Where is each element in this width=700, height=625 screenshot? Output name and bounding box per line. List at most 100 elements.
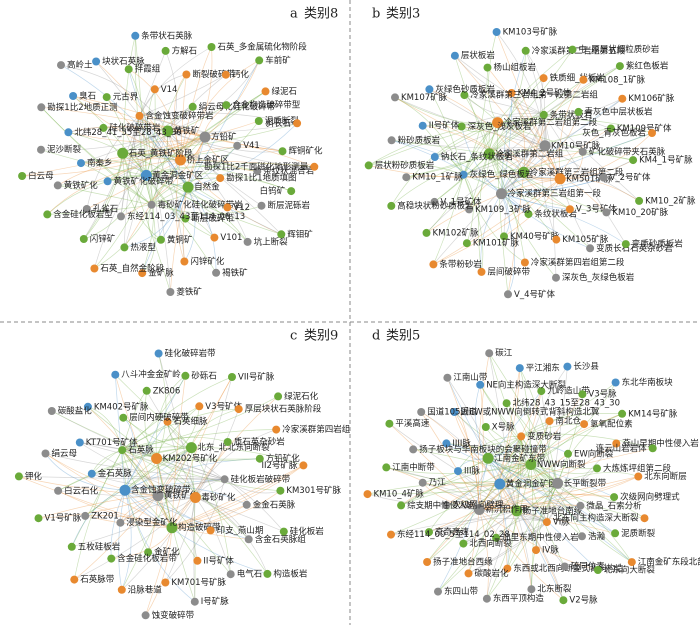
edge bbox=[151, 204, 262, 215]
node-label: ZK806 bbox=[153, 386, 181, 396]
edge bbox=[489, 50, 527, 155]
edge bbox=[151, 204, 215, 238]
edge bbox=[167, 60, 260, 132]
edge bbox=[18, 476, 225, 480]
node bbox=[182, 70, 191, 79]
edge bbox=[171, 441, 229, 528]
node-label: 条纹状板岩 bbox=[535, 209, 578, 220]
edge bbox=[503, 145, 546, 237]
edge bbox=[139, 115, 189, 188]
edge bbox=[87, 406, 123, 451]
node bbox=[552, 477, 564, 489]
edge bbox=[523, 114, 545, 173]
node-label: 闪锌矿化 bbox=[190, 256, 225, 267]
edge bbox=[501, 177, 604, 195]
edge bbox=[367, 482, 558, 495]
node bbox=[43, 210, 52, 219]
node-label: 黄铁矿化破碎带 bbox=[114, 176, 174, 187]
node bbox=[634, 472, 643, 481]
node-label: 浸染型金矿化 bbox=[126, 517, 178, 528]
edge bbox=[155, 130, 169, 240]
edge bbox=[174, 74, 187, 161]
node bbox=[578, 532, 586, 541]
node bbox=[154, 349, 163, 358]
node bbox=[226, 570, 235, 579]
node-label: 质石英杂砂岩 bbox=[234, 437, 286, 448]
edge bbox=[428, 464, 531, 533]
node bbox=[263, 569, 272, 578]
node bbox=[457, 122, 466, 131]
node-label: V_1号矿体 bbox=[441, 196, 482, 207]
edge bbox=[120, 478, 225, 523]
edge bbox=[80, 162, 152, 206]
node bbox=[53, 181, 62, 190]
edge bbox=[141, 204, 156, 274]
edge bbox=[478, 384, 484, 510]
node bbox=[599, 173, 608, 182]
edge bbox=[557, 413, 623, 484]
node bbox=[627, 558, 636, 567]
edge bbox=[479, 509, 598, 571]
edge bbox=[557, 482, 645, 519]
node-label: 冷家溪群第二岩组第二段 bbox=[504, 117, 598, 128]
node bbox=[107, 554, 116, 563]
node bbox=[574, 107, 583, 116]
node-label: 勘探1比2千面磁化地形测量 bbox=[204, 161, 309, 172]
edge bbox=[497, 118, 653, 134]
edge bbox=[79, 442, 225, 480]
node-label: 硅化板岩破碎带 bbox=[231, 474, 291, 485]
node bbox=[450, 408, 459, 416]
edge bbox=[156, 458, 196, 602]
edge bbox=[110, 490, 126, 559]
edge bbox=[167, 130, 262, 206]
edge bbox=[57, 175, 147, 186]
edge bbox=[488, 353, 518, 511]
node bbox=[425, 528, 433, 537]
node bbox=[606, 124, 615, 133]
edge bbox=[167, 130, 315, 168]
node-label: II号矿体 bbox=[203, 555, 234, 566]
node bbox=[503, 564, 512, 573]
node-label: 方解石 bbox=[172, 45, 198, 56]
edge bbox=[516, 366, 568, 511]
edge bbox=[463, 174, 484, 272]
node bbox=[423, 558, 432, 566]
edge bbox=[180, 60, 260, 161]
edge bbox=[463, 114, 545, 176]
edge bbox=[511, 92, 561, 179]
node bbox=[54, 486, 63, 495]
node-label: 泥质断裂 bbox=[621, 528, 656, 539]
edge bbox=[187, 60, 260, 188]
node-label: 紫红色板岩 bbox=[626, 61, 669, 72]
node bbox=[473, 504, 485, 515]
node bbox=[82, 205, 91, 213]
node bbox=[482, 452, 494, 464]
node bbox=[382, 463, 391, 472]
edge bbox=[457, 470, 517, 512]
edge bbox=[128, 69, 189, 188]
edge bbox=[47, 204, 152, 215]
edge bbox=[489, 153, 591, 249]
edge bbox=[124, 458, 260, 491]
node bbox=[578, 390, 587, 399]
node bbox=[593, 566, 602, 574]
edge bbox=[521, 433, 653, 449]
edge bbox=[413, 436, 522, 451]
edge bbox=[543, 114, 640, 202]
node bbox=[261, 87, 270, 96]
edge bbox=[499, 391, 542, 485]
node bbox=[611, 378, 620, 387]
node-label: 自然金 bbox=[194, 182, 220, 193]
node-label: 断层泥砾岩 bbox=[268, 200, 311, 211]
edge bbox=[139, 115, 282, 235]
node-label: 层间破碎带 bbox=[488, 266, 531, 277]
edge bbox=[464, 94, 544, 117]
edge bbox=[122, 405, 200, 451]
edge bbox=[479, 476, 639, 510]
edge bbox=[501, 193, 515, 295]
edge bbox=[497, 122, 561, 179]
node bbox=[310, 162, 319, 171]
node bbox=[67, 542, 76, 551]
node-label: 青灰色中层状板岩 bbox=[585, 106, 654, 117]
